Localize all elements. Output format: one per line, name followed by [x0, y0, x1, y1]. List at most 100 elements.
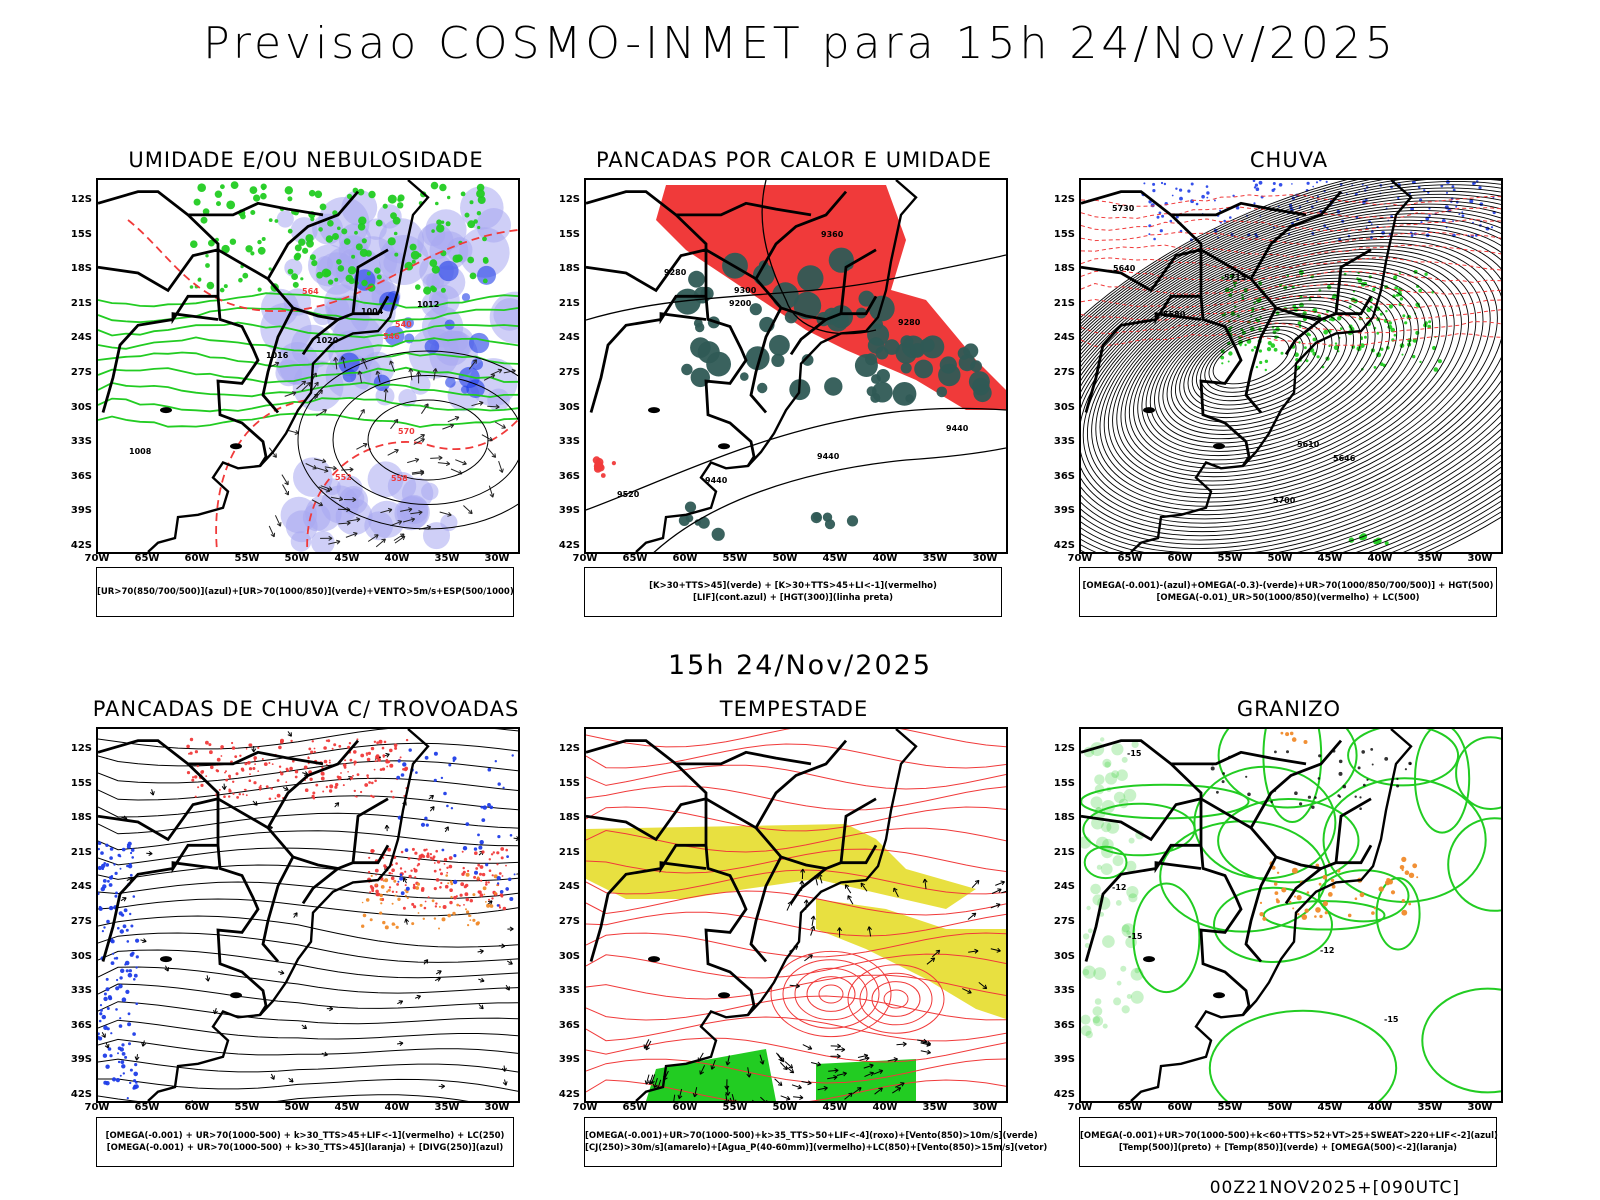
thunder-red [220, 755, 223, 757]
lat-tick-label: 21S [1053, 846, 1075, 858]
divergence-blue [513, 873, 516, 876]
thunder-red [485, 881, 488, 884]
omega-green [1273, 347, 1278, 352]
hgt500-contour [1191, 319, 1326, 406]
omega-blue [1158, 211, 1162, 215]
humidity-green-line [98, 321, 518, 339]
country-border [101, 318, 174, 413]
humidity-blue [461, 293, 471, 302]
contour-label: 1004 [361, 307, 384, 316]
omega-green [1379, 312, 1383, 316]
thunder-red [411, 847, 415, 851]
thunder-red [384, 854, 386, 856]
lon-tick-label: 30W [972, 1102, 998, 1113]
country-border [217, 248, 390, 321]
humidity-green [219, 287, 225, 293]
instability-teal-area [900, 362, 912, 374]
wind-vector [894, 1082, 905, 1088]
omega-blue [1252, 180, 1256, 182]
lake-mark [648, 407, 660, 414]
wind-vector [282, 484, 289, 496]
humidity-blue [469, 332, 490, 354]
thunder-red [197, 786, 200, 789]
thunder-red [280, 772, 284, 776]
thunder-red [371, 781, 374, 785]
lat-tick-label: 15S [1053, 777, 1075, 789]
humidity-green [374, 267, 381, 274]
thunder-red [443, 857, 448, 862]
country-border [589, 318, 662, 413]
thunder-red [311, 794, 315, 798]
wind-vector [810, 915, 816, 926]
temp500-contour [1404, 768, 1407, 771]
thunder-red [331, 747, 334, 750]
thunder-red [375, 874, 377, 876]
omega-green [1339, 327, 1343, 330]
streamline-arrow [397, 1000, 404, 1005]
streamline-850 [586, 764, 1006, 790]
omega-blue [1452, 188, 1456, 192]
instability-teal-area [871, 381, 893, 403]
divergence-blue [101, 867, 105, 870]
thunder-red [328, 761, 331, 764]
omega-green [1333, 345, 1339, 351]
temp500-contour [1396, 784, 1400, 788]
omega-green [1437, 359, 1442, 364]
omega-green [1415, 302, 1420, 308]
lat-tick-label: 24S [70, 332, 92, 344]
country-border [839, 248, 877, 314]
temp500-contour [1359, 796, 1362, 799]
humidity-green [345, 274, 354, 283]
lat-tick-label: 27S [70, 916, 92, 927]
streamline-arrow [221, 783, 227, 790]
divergence-blue [121, 997, 127, 1002]
thunder-orange [449, 880, 453, 884]
contour-label: 558 [391, 474, 408, 483]
divergence-blue [125, 928, 129, 932]
omega-orange [1319, 914, 1323, 919]
country-border [676, 750, 812, 766]
divergence-blue [482, 805, 487, 810]
omega-green [1337, 316, 1342, 321]
temp500-contour [1245, 775, 1248, 778]
lon-tick-label: 65W [1117, 553, 1143, 564]
coastline [147, 729, 430, 1101]
streamline-850 [586, 995, 1006, 1021]
thunder-orange [466, 910, 470, 914]
instability-teal-area [757, 382, 768, 394]
omega-green [1384, 541, 1389, 546]
streamline-arrow [251, 746, 257, 753]
streamline-arrow [141, 1040, 147, 1047]
divergence-blue [507, 877, 512, 882]
divergence-blue [113, 863, 116, 866]
wind-vector [864, 1071, 875, 1078]
omega-blue [1469, 199, 1474, 204]
humidity-green [230, 181, 239, 189]
wind-vector [413, 434, 425, 442]
thunder-red [343, 766, 347, 769]
thunder-red [263, 762, 268, 766]
country-border [266, 190, 360, 280]
contour-label: 540 [395, 320, 412, 329]
temp850-contour [1102, 838, 1114, 851]
humidity-green [205, 263, 210, 268]
thunder-red [347, 745, 351, 749]
divergence-blue [135, 938, 140, 943]
temp850-contour [1094, 784, 1105, 795]
wind-vector [931, 949, 941, 958]
thunder-orange [404, 894, 407, 897]
wind-vector [917, 1038, 928, 1044]
omega-green [1366, 307, 1371, 313]
lat-tick-label: 15S [1053, 228, 1075, 240]
humidity-green-line [98, 412, 518, 428]
omega-blue [1148, 233, 1151, 236]
humidity-green [355, 243, 363, 251]
thunder-red [491, 897, 494, 900]
country-border [351, 248, 389, 314]
wind-vector [978, 982, 988, 990]
omega-green [1316, 355, 1320, 359]
divergence-blue [497, 782, 501, 786]
temp850-contour [1125, 860, 1137, 872]
omega-orange [1354, 897, 1358, 900]
thunder-red [320, 776, 325, 781]
